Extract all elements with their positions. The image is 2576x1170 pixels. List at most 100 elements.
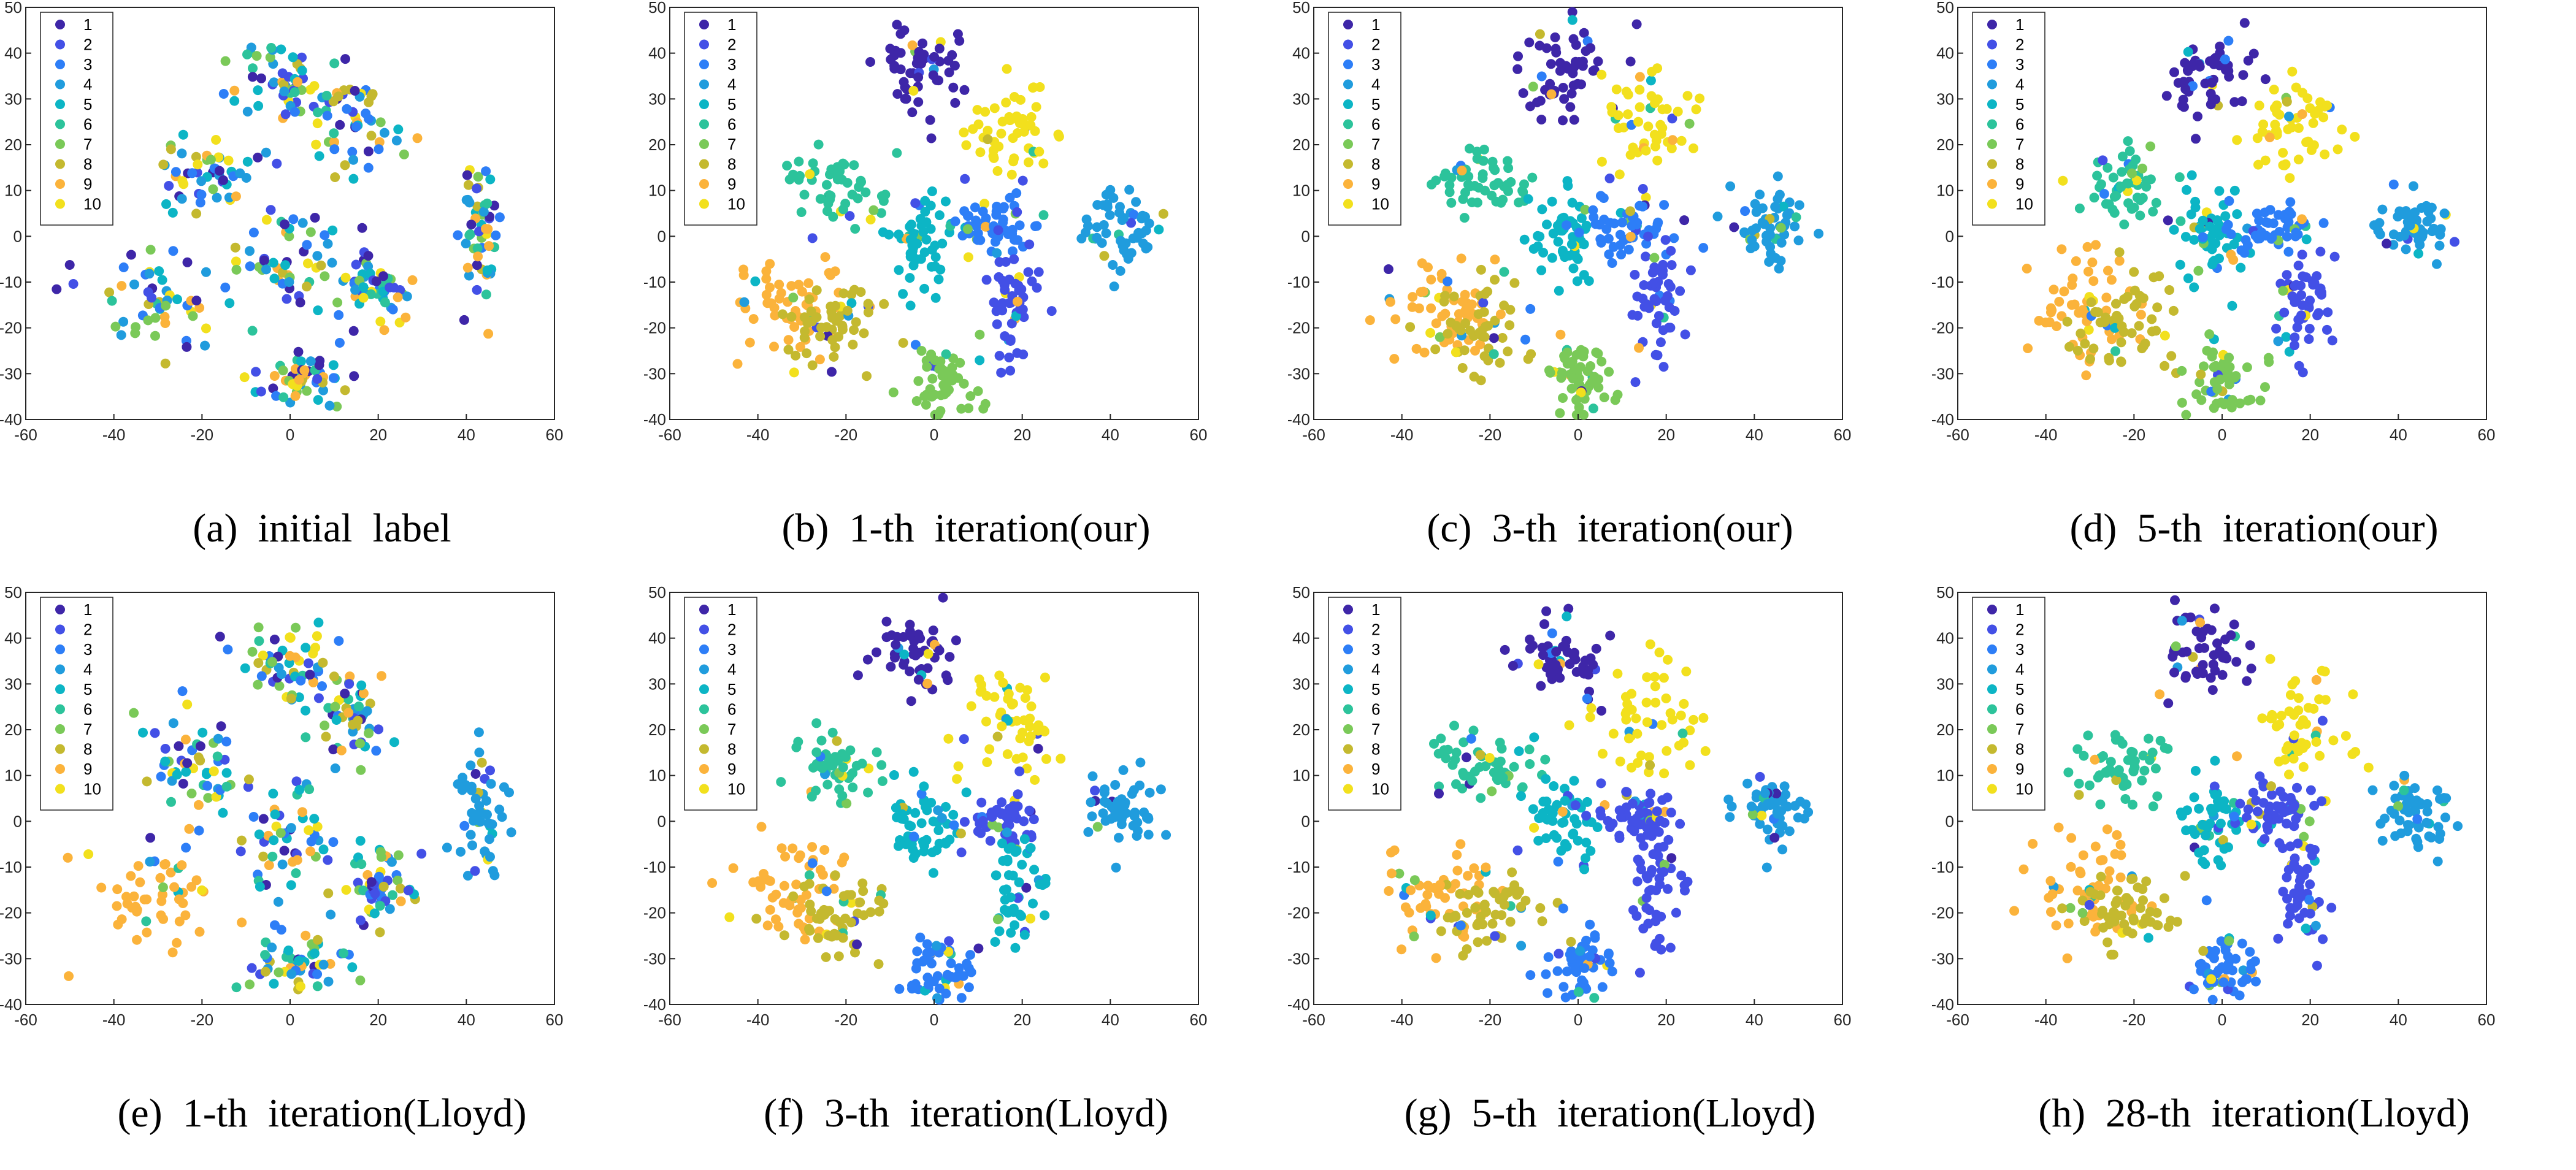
data-point	[2145, 755, 2155, 765]
legend-label: 5	[2015, 95, 2024, 113]
data-point	[2296, 290, 2307, 300]
data-point	[245, 979, 255, 990]
data-point	[1004, 298, 1014, 308]
data-point	[1527, 172, 1538, 183]
x-tick-label: 60	[546, 1011, 564, 1029]
data-point	[2220, 211, 2231, 221]
data-point	[1489, 887, 1499, 897]
data-point	[2285, 911, 2295, 921]
data-point	[2306, 785, 2316, 795]
data-point	[1571, 410, 1582, 420]
data-point	[2108, 949, 2118, 960]
data-point	[1473, 937, 1483, 947]
data-point	[254, 829, 264, 839]
y-tick-label: -40	[0, 410, 22, 429]
data-point	[371, 746, 381, 756]
data-point	[2196, 369, 2206, 380]
data-point	[2129, 202, 2139, 213]
data-point	[1529, 822, 1539, 833]
data-point	[323, 239, 333, 249]
data-point	[1536, 681, 1546, 691]
data-point	[2115, 872, 2126, 882]
data-point	[2248, 48, 2259, 59]
data-point	[2139, 765, 2150, 776]
data-point	[313, 107, 323, 118]
data-point	[2254, 101, 2264, 111]
data-point	[829, 752, 840, 763]
data-point	[1425, 327, 1436, 338]
data-point	[1005, 193, 1015, 203]
legend-label: 8	[727, 155, 736, 174]
data-point	[2209, 650, 2219, 660]
data-point	[473, 727, 484, 738]
data-point	[1119, 213, 1129, 223]
data-point	[976, 828, 986, 838]
data-point	[1608, 728, 1619, 739]
data-point	[751, 914, 762, 924]
data-point	[2172, 917, 2182, 927]
data-point	[1579, 239, 1589, 250]
data-point	[339, 948, 349, 958]
legend-label: 3	[1371, 55, 1380, 74]
data-point	[2124, 895, 2134, 906]
data-point	[2159, 893, 2169, 903]
data-point	[485, 834, 494, 844]
data-point	[181, 767, 191, 777]
data-point	[1559, 94, 1570, 104]
data-point	[2267, 232, 2277, 243]
data-point	[68, 279, 79, 289]
data-point	[1516, 901, 1526, 912]
legend-label: 9	[2015, 760, 2024, 778]
data-point	[2401, 244, 2411, 254]
data-point	[948, 809, 959, 820]
data-point	[2170, 595, 2180, 605]
data-point	[1588, 403, 1598, 414]
data-point	[1490, 254, 1500, 265]
data-point	[1590, 933, 1600, 943]
data-point	[2315, 751, 2325, 761]
data-point	[863, 787, 873, 798]
points-group	[732, 20, 1168, 420]
data-point	[908, 844, 918, 855]
data-point	[2434, 240, 2445, 251]
data-point	[981, 716, 991, 727]
data-point	[930, 410, 940, 420]
data-point	[1545, 669, 1555, 679]
x-tick-label: 20	[369, 426, 387, 444]
y-tick-label: 20	[648, 721, 666, 739]
data-point	[288, 52, 298, 63]
data-point	[1098, 808, 1108, 819]
data-point	[770, 310, 780, 321]
data-point	[304, 825, 314, 835]
data-point	[1572, 276, 1582, 286]
data-point	[320, 271, 330, 281]
data-point	[375, 316, 386, 327]
x-tick-label: -40	[746, 426, 770, 444]
data-point	[506, 827, 516, 838]
data-point	[1605, 630, 1616, 641]
data-point	[356, 680, 367, 690]
data-point	[1562, 347, 1573, 358]
data-point	[2183, 47, 2193, 57]
data-point	[2415, 240, 2425, 250]
data-point	[2317, 796, 2327, 806]
data-point	[2115, 839, 2126, 850]
data-point	[2293, 261, 2304, 270]
legend-label: 10	[1371, 195, 1389, 213]
data-point	[1776, 223, 1786, 233]
data-point	[294, 785, 305, 795]
data-point	[273, 897, 283, 907]
x-tick-label: -20	[191, 426, 214, 444]
data-point	[138, 727, 148, 738]
data-point	[2078, 850, 2088, 860]
x-tick-label: 20	[1013, 1011, 1031, 1029]
data-point	[830, 266, 840, 277]
data-point	[2298, 715, 2309, 725]
chart-panel: -60 -40 -20 0 20 40 60 -40 -30 -20 -10 0 10 20 30 40 50 1…	[1932, 0, 2576, 585]
legend-marker	[1343, 644, 1353, 654]
data-point	[892, 89, 903, 99]
data-point	[2409, 181, 2418, 191]
data-point	[1761, 862, 1772, 873]
data-point	[910, 340, 921, 350]
legend-marker	[699, 59, 709, 69]
